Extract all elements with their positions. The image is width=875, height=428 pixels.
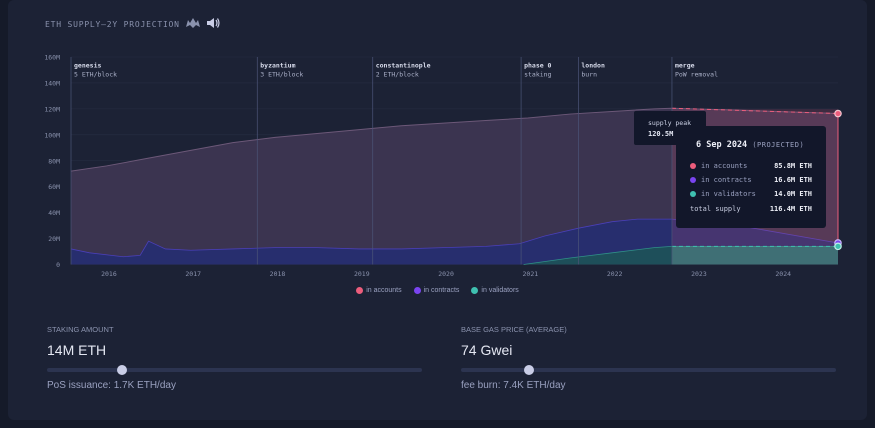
x-tick-label: 2017: [185, 270, 201, 278]
tooltip-row-validators: in validators 14.0M ETH: [690, 190, 812, 198]
tooltip-tag: (PROJECTED): [752, 141, 805, 149]
legend-label: in contracts: [423, 287, 460, 294]
staking-slider[interactable]: [47, 365, 422, 375]
event-name-label: merge: [675, 62, 695, 70]
gas-label: BASE GAS PRICE (AVERAGE): [461, 325, 567, 334]
event-desc-label: 5 ETH/block: [74, 71, 117, 79]
x-tick-label: 2022: [607, 270, 623, 278]
y-tick-label: 40M: [48, 209, 60, 217]
staking-slider-handle[interactable]: [117, 365, 127, 375]
chart-title: ETH SUPPLY—2Y PROJECTION: [45, 19, 180, 29]
tooltip-dot-contracts: [690, 177, 696, 183]
gas-value: 74 Gwei: [461, 342, 513, 358]
peak-label: supply peak: [648, 119, 692, 127]
pos-issuance-text: PoS issuance: 1.7K ETH/day: [47, 380, 176, 391]
staking-value: 14M ETH: [47, 342, 107, 358]
hover-dot-validators: [834, 242, 842, 251]
event-desc-label: burn: [581, 71, 597, 79]
accounts-line: [70, 107, 839, 172]
chart-legend: in accounts in contracts in validators: [0, 287, 875, 294]
y-tick-label: 0: [56, 261, 60, 269]
event-desc-label: staking: [524, 71, 551, 79]
tooltip-row-label: in accounts: [701, 162, 748, 170]
tooltip-date: 6 Sep 2024: [696, 140, 748, 150]
event-name-label: genesis: [74, 62, 101, 70]
x-tick-label: 2023: [691, 270, 707, 278]
event-name-label: byzantium: [260, 62, 295, 70]
y-tick-label: 60M: [48, 183, 60, 191]
tooltip-row-value: 85.8M ETH: [774, 162, 812, 170]
validators-line: [523, 245, 838, 265]
chart-title-row: ETH SUPPLY—2Y PROJECTION: [45, 17, 220, 31]
peak-value: 120.5M: [648, 130, 674, 138]
event-desc-label: PoW removal: [675, 71, 718, 79]
tooltip-row-label: in contracts: [701, 176, 752, 184]
tooltip-row-value: 14.0M ETH: [774, 190, 812, 198]
staking-label: STAKING AMOUNT: [47, 325, 114, 334]
x-tick-label: 2019: [354, 270, 370, 278]
tooltip-dot-validators: [690, 191, 696, 197]
tooltip-total-label: total supply: [690, 205, 741, 213]
y-tick-label: 120M: [44, 105, 60, 113]
legend-dot-accounts: [356, 287, 364, 294]
gas-slider-handle[interactable]: [523, 365, 534, 375]
y-tick-label: 160M: [44, 54, 60, 62]
tooltip-row-label: in validators: [701, 190, 756, 198]
tooltip-date-row: 6 Sep 2024 (PROJECTED): [696, 140, 804, 150]
projection-validators-shade: [671, 246, 838, 265]
x-tick-label: 2024: [775, 270, 791, 278]
x-tick-label: 2018: [270, 270, 286, 278]
hover-dot-accounts: [834, 109, 842, 118]
event-name-label: london: [581, 62, 605, 70]
tooltip-row-value: 16.6M ETH: [774, 176, 812, 184]
gas-slider[interactable]: [461, 365, 836, 375]
y-tick-label: 20M: [48, 235, 60, 243]
validators-area: [523, 246, 838, 265]
y-tick-label: 140M: [44, 79, 60, 87]
legend-item-accounts[interactable]: in accounts: [356, 287, 402, 294]
tooltip-row-contracts: in contracts 16.6M ETH: [690, 176, 812, 184]
hover-tooltip: 6 Sep 2024 (PROJECTED) in accounts 85.8M …: [676, 126, 826, 228]
event-name-label: phase 0: [524, 62, 551, 70]
event-name-label: constantinople: [376, 62, 431, 70]
event-desc-label: 3 ETH/block: [260, 71, 303, 79]
y-tick-label: 80M: [48, 157, 60, 165]
y-tick-label: 100M: [44, 131, 60, 139]
gas-control: BASE GAS PRICE (AVERAGE) 74 Gwei fee bur…: [461, 325, 836, 391]
speaker-icon[interactable]: [206, 17, 220, 31]
legend-item-validators[interactable]: in validators: [471, 287, 519, 294]
legend-label: in validators: [481, 287, 519, 294]
event-desc-label: 2 ETH/block: [376, 71, 419, 79]
staking-control: STAKING AMOUNT 14M ETH PoS issuance: 1.7…: [47, 325, 422, 391]
bat-icon: [185, 17, 201, 31]
x-tick-label: 2021: [523, 270, 539, 278]
tooltip-dot-accounts: [690, 163, 696, 169]
tooltip-total-value: 116.4M ETH: [769, 205, 812, 213]
fee-burn-text: fee burn: 7.4K ETH/day: [461, 380, 566, 391]
x-tick-label: 2016: [101, 270, 117, 278]
legend-item-contracts[interactable]: in contracts: [413, 287, 460, 294]
legend-dot-validators: [471, 287, 479, 294]
x-tick-label: 2020: [438, 270, 454, 278]
tooltip-row-total: total supply 116.4M ETH: [690, 205, 812, 213]
legend-dot-contracts: [413, 287, 421, 294]
legend-label: in accounts: [366, 287, 402, 294]
contracts-line: [70, 218, 839, 258]
tooltip-row-accounts: in accounts 85.8M ETH: [690, 162, 812, 170]
